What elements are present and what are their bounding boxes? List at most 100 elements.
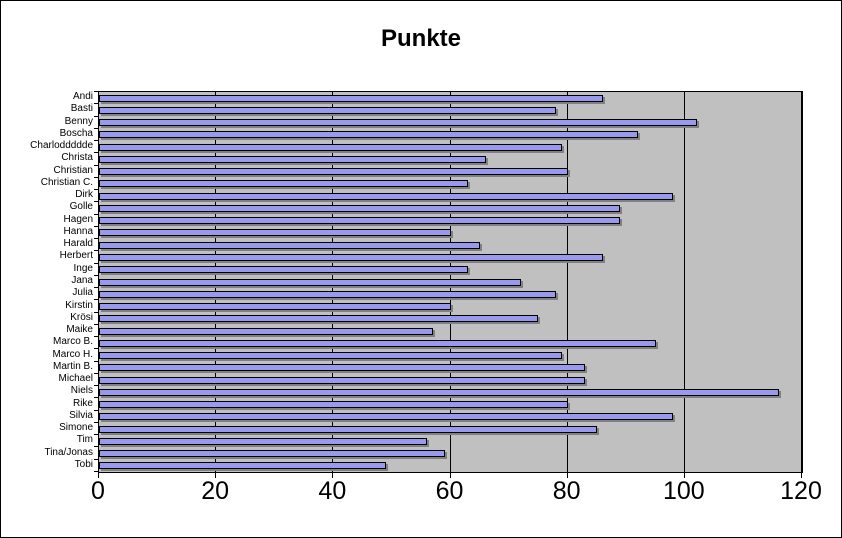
bar	[99, 266, 469, 274]
bar	[99, 131, 638, 139]
y-axis-label: Golle	[69, 201, 93, 213]
y-axis-tick	[94, 213, 98, 215]
gridline	[801, 92, 802, 472]
y-axis-tick	[94, 287, 98, 289]
bar	[99, 278, 521, 286]
y-axis-tick	[94, 201, 98, 203]
y-axis-tick	[94, 323, 98, 325]
y-axis-tick	[94, 458, 98, 460]
y-axis-label: Marco H.	[52, 348, 93, 360]
bar	[99, 180, 469, 188]
y-axis-tick	[94, 274, 98, 276]
y-axis-label: Rike	[72, 397, 93, 409]
chart-title: Punkte	[380, 25, 461, 52]
y-axis-label: Tina/Jonas	[44, 446, 93, 458]
y-axis-tick	[94, 471, 98, 472]
y-axis-tick	[94, 225, 98, 227]
y-axis-tick	[94, 434, 98, 436]
bar	[99, 437, 428, 445]
bar	[99, 376, 586, 384]
y-axis: Andi Basti Benny Boscha Charloddddde Christa C…	[1, 91, 93, 471]
y-axis-tick	[94, 140, 98, 142]
y-axis-label: Basti	[70, 103, 93, 115]
bar	[99, 155, 486, 163]
x-axis-label: 0	[91, 477, 105, 505]
y-axis-label: Harald	[63, 238, 93, 250]
x-axis-tick	[98, 472, 99, 478]
bar	[99, 352, 562, 360]
y-axis-label: Krösi	[70, 311, 93, 323]
x-axis-tick	[683, 472, 685, 478]
y-axis-tick	[94, 397, 98, 399]
y-axis-label: Benny	[64, 115, 93, 127]
y-axis-tick	[94, 238, 98, 240]
x-axis-tick	[801, 472, 802, 478]
y-axis-tick	[94, 152, 98, 154]
y-axis-label: Charloddddde	[30, 140, 93, 152]
x-axis-label: 20	[201, 477, 230, 505]
x-axis: 0 20 40 60 80 100 120	[91, 477, 822, 507]
y-axis-tick	[94, 385, 98, 387]
y-axis-tick	[94, 127, 98, 129]
bar	[99, 425, 597, 433]
bar	[99, 364, 586, 372]
y-axis-tick	[94, 348, 98, 350]
plot-area	[98, 91, 803, 473]
y-axis-tick	[94, 91, 98, 92]
x-axis-tick	[332, 472, 334, 478]
y-axis-label: Dirk	[75, 189, 93, 201]
x-axis-label: 100	[662, 477, 705, 505]
y-axis-label: Maike	[66, 324, 93, 336]
bar	[99, 143, 562, 151]
y-axis-label: Jana	[71, 275, 93, 286]
x-axis-label: 120	[780, 477, 822, 505]
y-axis-label: Hanna	[63, 225, 93, 237]
bar	[99, 204, 621, 212]
y-axis-label: Herbert	[59, 250, 93, 262]
y-axis-label: Martin B.	[52, 360, 93, 372]
y-axis-label: Tim	[76, 434, 93, 446]
bar	[99, 119, 697, 127]
y-axis-tick	[94, 409, 98, 411]
y-axis-tick	[94, 372, 98, 374]
bar	[99, 192, 674, 200]
y-axis-tick	[94, 103, 98, 105]
y-axis-label: Hagen	[63, 213, 93, 225]
bar	[99, 413, 674, 421]
y-axis-label: Marco B.	[52, 336, 93, 348]
y-axis-tick	[94, 421, 98, 423]
y-axis-label: Boscha	[59, 127, 93, 139]
x-axis-tick	[566, 472, 568, 478]
bar	[99, 290, 556, 298]
y-axis-label: Silvia	[69, 409, 93, 421]
x-axis-tick	[215, 472, 217, 478]
bar	[99, 327, 433, 335]
gridline	[683, 92, 685, 472]
bar	[99, 339, 656, 347]
bar	[99, 168, 568, 176]
y-axis-tick	[94, 176, 98, 178]
y-axis-tick	[94, 446, 98, 448]
y-axis-tick	[94, 299, 98, 301]
bar	[99, 315, 539, 323]
bar	[99, 462, 387, 470]
y-axis-label: Niels	[70, 385, 93, 397]
bar	[99, 388, 779, 396]
y-axis-label: Inge	[73, 262, 93, 274]
y-axis-label: Christa	[61, 152, 93, 164]
bar	[99, 217, 621, 225]
bar	[99, 303, 451, 311]
bar	[99, 450, 445, 458]
x-axis-label: 40	[318, 477, 347, 505]
y-axis-tick	[94, 164, 98, 166]
y-axis-tick	[94, 262, 98, 264]
y-axis-label: Christian C.	[40, 176, 93, 188]
bar	[99, 241, 480, 249]
bar	[99, 401, 568, 409]
x-axis-tick	[449, 472, 451, 478]
bar	[99, 253, 603, 261]
y-axis-tick	[94, 311, 98, 313]
bar	[99, 229, 451, 237]
x-axis-label: 80	[552, 477, 581, 505]
